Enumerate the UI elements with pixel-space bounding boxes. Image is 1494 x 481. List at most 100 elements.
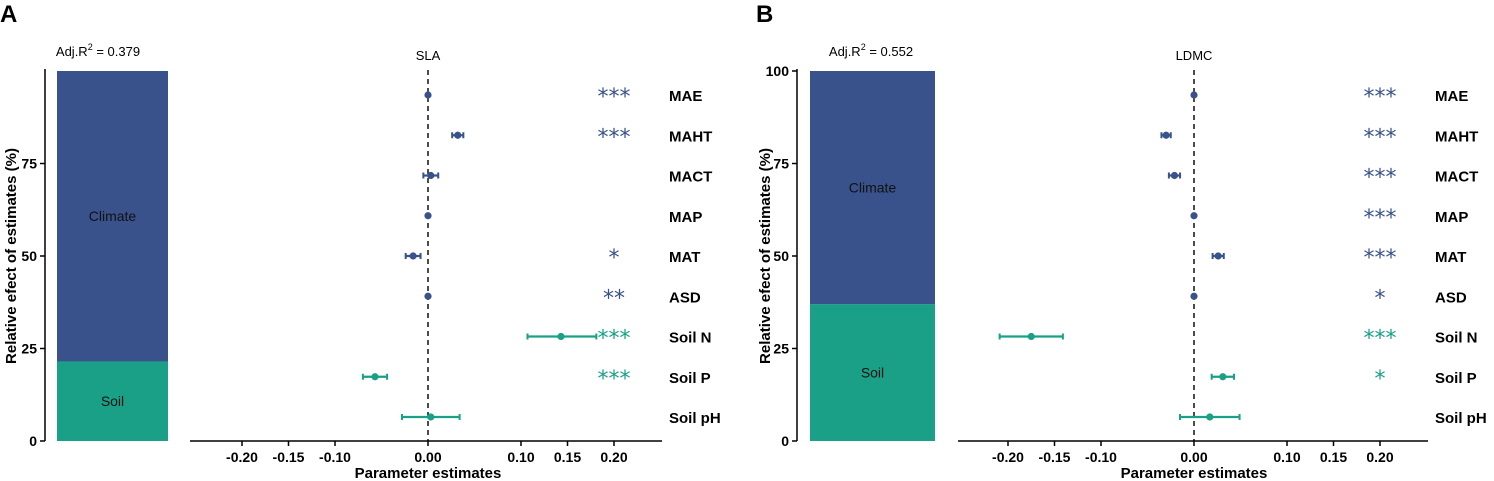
x-tick-label: -0.15 [273,449,305,465]
significance-mae: *** [598,85,631,110]
y-tick-label: 25 [21,341,37,357]
var-label-soil-n: Soil N [1435,330,1478,347]
x-tick-label: 0.00 [414,449,441,465]
point-map [1190,212,1198,220]
x-tick-label: -0.20 [226,449,258,465]
point-mact [427,171,435,180]
segment-label-soil: Soil [861,365,884,381]
forest-title: SLA [416,48,441,63]
significance-mat: *** [1364,246,1397,271]
var-label-mact: MACT [1435,169,1478,186]
significance-mae: *** [1364,85,1397,110]
point-mat [1214,252,1222,260]
panel-a: A Adj.R2 = 0.379 Relative efect of estimat… [0,1,721,481]
point-soil-p [371,373,379,381]
x-tick-label: 0.20 [600,449,627,465]
point-mact [1170,171,1179,180]
r2-equals: = [866,44,881,59]
r2-superscript: 2 [861,42,866,52]
forest-title: LDMC [1176,48,1213,63]
point-soil-p [1219,373,1227,381]
var-label-mact: MACT [669,169,712,186]
significance-soil-p: *** [598,367,631,392]
significance-maht: *** [1364,125,1397,150]
r2-label: Adj.R [829,44,861,59]
point-soil-n [1027,332,1035,341]
var-label-asd: ASD [669,289,701,306]
point-maht [454,131,462,139]
var-label-maht: MAHT [669,128,712,145]
var-label-maht: MAHT [1435,128,1478,145]
x-tick-label: -0.15 [1039,449,1071,465]
x-axis-title: Parameter estimates [355,465,502,481]
significance-mat: * [609,246,620,271]
var-label-mat: MAT [1435,249,1466,266]
point-map [424,212,432,220]
point-mat [409,252,417,260]
y-tick-label: 0 [29,433,37,449]
significance-soil-n: *** [1364,327,1397,352]
x-tick-label: 0.10 [1273,449,1300,465]
y-tick-label: 0 [781,433,789,449]
x-tick-label: 0.15 [554,449,581,465]
y-tick-label: 75 [21,156,37,172]
point-mae [1190,91,1198,99]
y-tick-label: 50 [773,248,789,264]
r2-value: 0.379 [108,44,141,59]
x-axis-title: Parameter estimates [1121,465,1268,481]
r2-superscript: 2 [88,42,93,52]
var-label-soil-n: Soil N [669,330,712,347]
significance-asd: ** [603,286,625,311]
y-tick-label: 75 [773,156,789,172]
significance-asd: * [1375,286,1386,311]
point-soil-n [557,332,565,341]
point-maht [1162,131,1170,139]
x-tick-label: 0.10 [507,449,534,465]
var-label-soil-p: Soil P [1435,370,1477,387]
x-tick-label: 0.00 [1180,449,1207,465]
var-label-map: MAP [669,209,702,226]
panel-letter: B [756,1,773,28]
point-soil-ph [427,413,435,421]
significance-soil-p: * [1375,367,1386,392]
x-tick-label: -0.10 [1085,449,1117,465]
point-mae [424,91,432,99]
var-label-soil-ph: Soil pH [1435,410,1487,427]
var-label-soil-ph: Soil pH [669,410,721,427]
y-tick-label: 100 [766,63,790,79]
x-tick-label: 0.15 [1320,449,1347,465]
bar-segment-climate [57,71,168,362]
significance-mact: *** [1364,166,1397,191]
significance-maht: *** [598,125,631,150]
y-axis-title: Relative efect of estimates (%) [3,148,20,364]
panel-b: B Adj.R2 = 0.552 Relative efect of estimat… [756,1,1487,481]
r2-title: Adj.R2 = 0.379 [56,42,140,59]
y-tick-label: 50 [21,248,37,264]
segment-label-soil: Soil [101,393,124,409]
y-tick-label: 25 [773,341,789,357]
segment-label-climate: Climate [89,208,137,224]
r2-equals: = [93,44,108,59]
var-label-asd: ASD [1435,289,1467,306]
panel-letter: A [0,1,17,28]
point-asd [1190,292,1198,300]
y-axis-title: Relative efect of estimates (%) [757,148,774,364]
bar-segment-climate [810,71,935,305]
significance-soil-n: *** [598,327,631,352]
bar-segment-soil [57,361,168,441]
x-tick-label: -0.10 [319,449,351,465]
point-soil-ph [1206,413,1214,421]
r2-label: Adj.R [56,44,88,59]
var-label-map: MAP [1435,209,1468,226]
var-label-mat: MAT [669,249,700,266]
point-asd [424,292,432,300]
x-tick-label: -0.20 [992,449,1024,465]
var-label-mae: MAE [669,88,702,105]
r2-title: Adj.R2 = 0.552 [829,42,913,59]
r2-value: 0.552 [881,44,914,59]
significance-map: *** [1364,206,1397,231]
var-label-mae: MAE [1435,88,1468,105]
bar-segment-soil [810,304,935,441]
var-label-soil-p: Soil P [669,370,711,387]
